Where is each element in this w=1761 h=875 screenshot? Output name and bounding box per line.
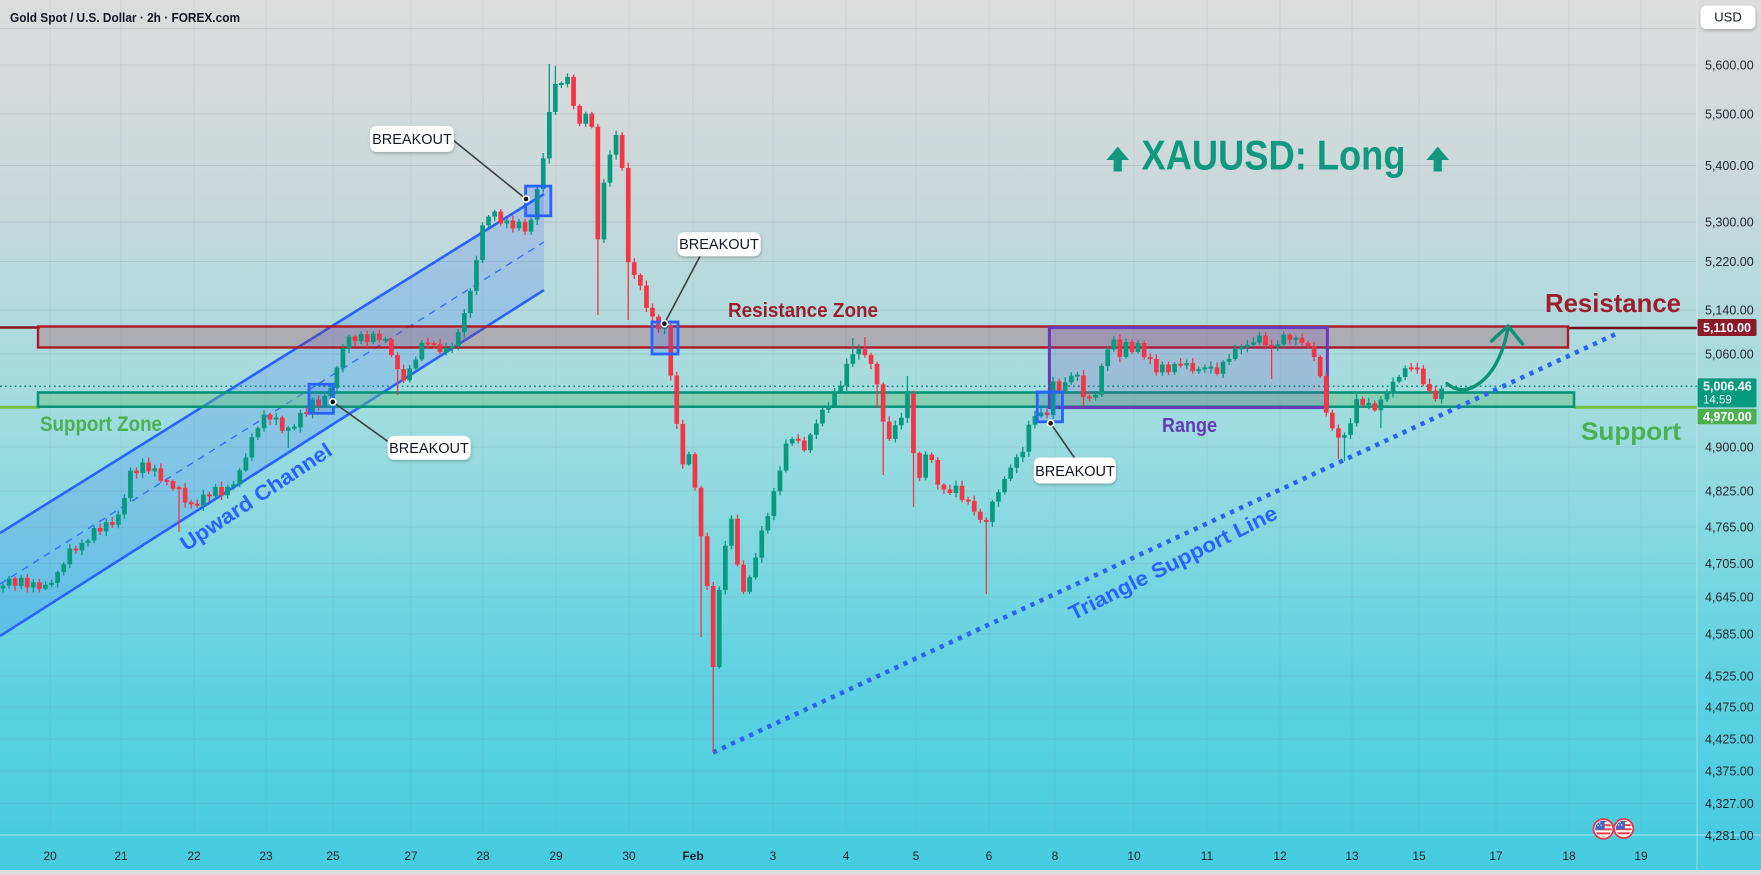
svg-text:5,006.46: 5,006.46 [1703,380,1752,394]
svg-text:4: 4 [843,849,850,863]
svg-text:Support Zone: Support Zone [40,413,162,436]
svg-text:Resistance Zone: Resistance Zone [728,300,878,322]
svg-text:5,500.00: 5,500.00 [1705,108,1754,122]
svg-text:Resistance: Resistance [1545,288,1681,318]
svg-text:4,475.00: 4,475.00 [1705,701,1754,715]
svg-text:Range: Range [1162,415,1217,437]
svg-text:4,765.00: 4,765.00 [1705,521,1754,535]
svg-text:12: 12 [1273,849,1287,863]
svg-text:BREAKOUT: BREAKOUT [372,132,452,148]
svg-text:4,825.00: 4,825.00 [1705,485,1754,499]
svg-text:BREAKOUT: BREAKOUT [679,237,759,253]
svg-text:Feb: Feb [682,849,703,863]
svg-text:21: 21 [114,849,128,863]
svg-text:25: 25 [326,849,340,863]
svg-text:5,600.00: 5,600.00 [1705,59,1754,73]
svg-text:5,060.00: 5,060.00 [1705,348,1754,362]
svg-text:4,645.00: 4,645.00 [1705,591,1754,605]
svg-text:5: 5 [913,849,920,863]
svg-text:14:59: 14:59 [1703,395,1732,407]
svg-text:30: 30 [622,849,636,863]
svg-text:27: 27 [404,849,418,863]
svg-text:15: 15 [1412,849,1426,863]
svg-text:20: 20 [43,849,57,863]
svg-text:13: 13 [1345,849,1359,863]
svg-text:17: 17 [1489,849,1503,863]
svg-text:Gold Spot / U.S. Dollar · 2h ·: Gold Spot / U.S. Dollar · 2h · FOREX.com [10,10,240,25]
svg-text:USD: USD [1714,10,1741,25]
svg-text:3: 3 [770,849,777,863]
svg-text:4,281.00: 4,281.00 [1705,829,1754,843]
svg-text:5,110.00: 5,110.00 [1703,321,1751,335]
svg-text:5,300.00: 5,300.00 [1705,216,1754,230]
svg-text:22: 22 [187,849,201,863]
svg-text:23: 23 [259,849,273,863]
svg-text:XAUUSD: Long: XAUUSD: Long [1142,132,1406,179]
svg-text:Support: Support [1581,418,1682,446]
svg-text:4,970.00: 4,970.00 [1703,410,1752,424]
svg-text:4,585.00: 4,585.00 [1705,628,1754,642]
svg-text:4,705.00: 4,705.00 [1705,557,1754,571]
svg-text:4,900.00: 4,900.00 [1705,441,1754,455]
svg-text:BREAKOUT: BREAKOUT [1035,464,1115,480]
svg-text:5,220.00: 5,220.00 [1705,255,1754,269]
svg-text:10: 10 [1127,849,1141,863]
svg-text:5,140.00: 5,140.00 [1705,304,1754,318]
svg-text:6: 6 [986,849,993,863]
svg-text:19: 19 [1634,849,1648,863]
svg-text:4,327.00: 4,327.00 [1705,797,1754,811]
svg-text:8: 8 [1052,849,1059,863]
svg-text:BREAKOUT: BREAKOUT [389,441,469,457]
svg-text:4,375.00: 4,375.00 [1705,765,1754,779]
svg-text:5,400.00: 5,400.00 [1705,159,1754,173]
svg-text:28: 28 [476,849,490,863]
svg-text:18: 18 [1562,849,1576,863]
svg-text:29: 29 [549,849,563,863]
svg-text:11: 11 [1201,849,1214,863]
svg-text:4,425.00: 4,425.00 [1705,733,1754,747]
svg-text:4,525.00: 4,525.00 [1705,670,1754,684]
